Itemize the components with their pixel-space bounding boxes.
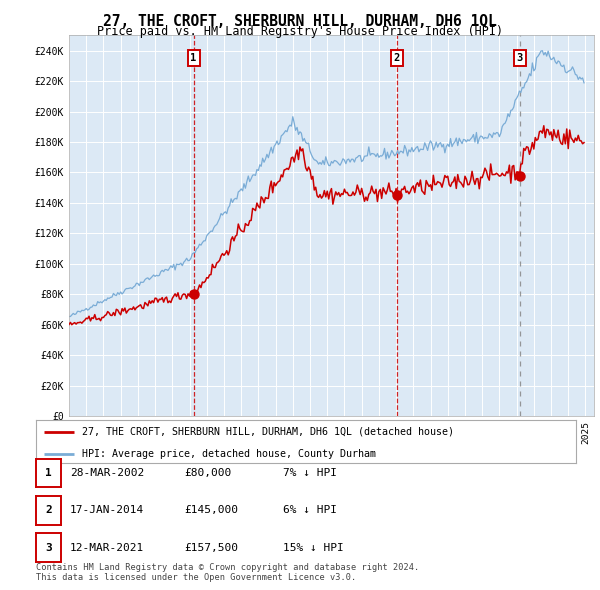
Text: Price paid vs. HM Land Registry's House Price Index (HPI): Price paid vs. HM Land Registry's House …: [97, 25, 503, 38]
Text: 3: 3: [517, 53, 523, 63]
Text: Contains HM Land Registry data © Crown copyright and database right 2024.
This d: Contains HM Land Registry data © Crown c…: [36, 563, 419, 582]
Text: 1: 1: [190, 53, 197, 63]
Text: 2: 2: [394, 53, 400, 63]
Text: 27, THE CROFT, SHERBURN HILL, DURHAM, DH6 1QL (detached house): 27, THE CROFT, SHERBURN HILL, DURHAM, DH…: [82, 427, 454, 437]
Text: £80,000: £80,000: [184, 468, 232, 478]
Text: £145,000: £145,000: [184, 506, 238, 515]
Text: 2: 2: [45, 506, 52, 515]
Text: 17-JAN-2014: 17-JAN-2014: [70, 506, 145, 515]
Text: 28-MAR-2002: 28-MAR-2002: [70, 468, 145, 478]
Text: 15% ↓ HPI: 15% ↓ HPI: [283, 543, 344, 552]
Text: £157,500: £157,500: [184, 543, 238, 552]
Text: HPI: Average price, detached house, County Durham: HPI: Average price, detached house, Coun…: [82, 448, 376, 458]
Text: 7% ↓ HPI: 7% ↓ HPI: [283, 468, 337, 478]
Text: 1: 1: [45, 468, 52, 478]
Text: 27, THE CROFT, SHERBURN HILL, DURHAM, DH6 1QL: 27, THE CROFT, SHERBURN HILL, DURHAM, DH…: [103, 14, 497, 28]
Text: 3: 3: [45, 543, 52, 552]
Text: 6% ↓ HPI: 6% ↓ HPI: [283, 506, 337, 515]
Text: 12-MAR-2021: 12-MAR-2021: [70, 543, 145, 552]
